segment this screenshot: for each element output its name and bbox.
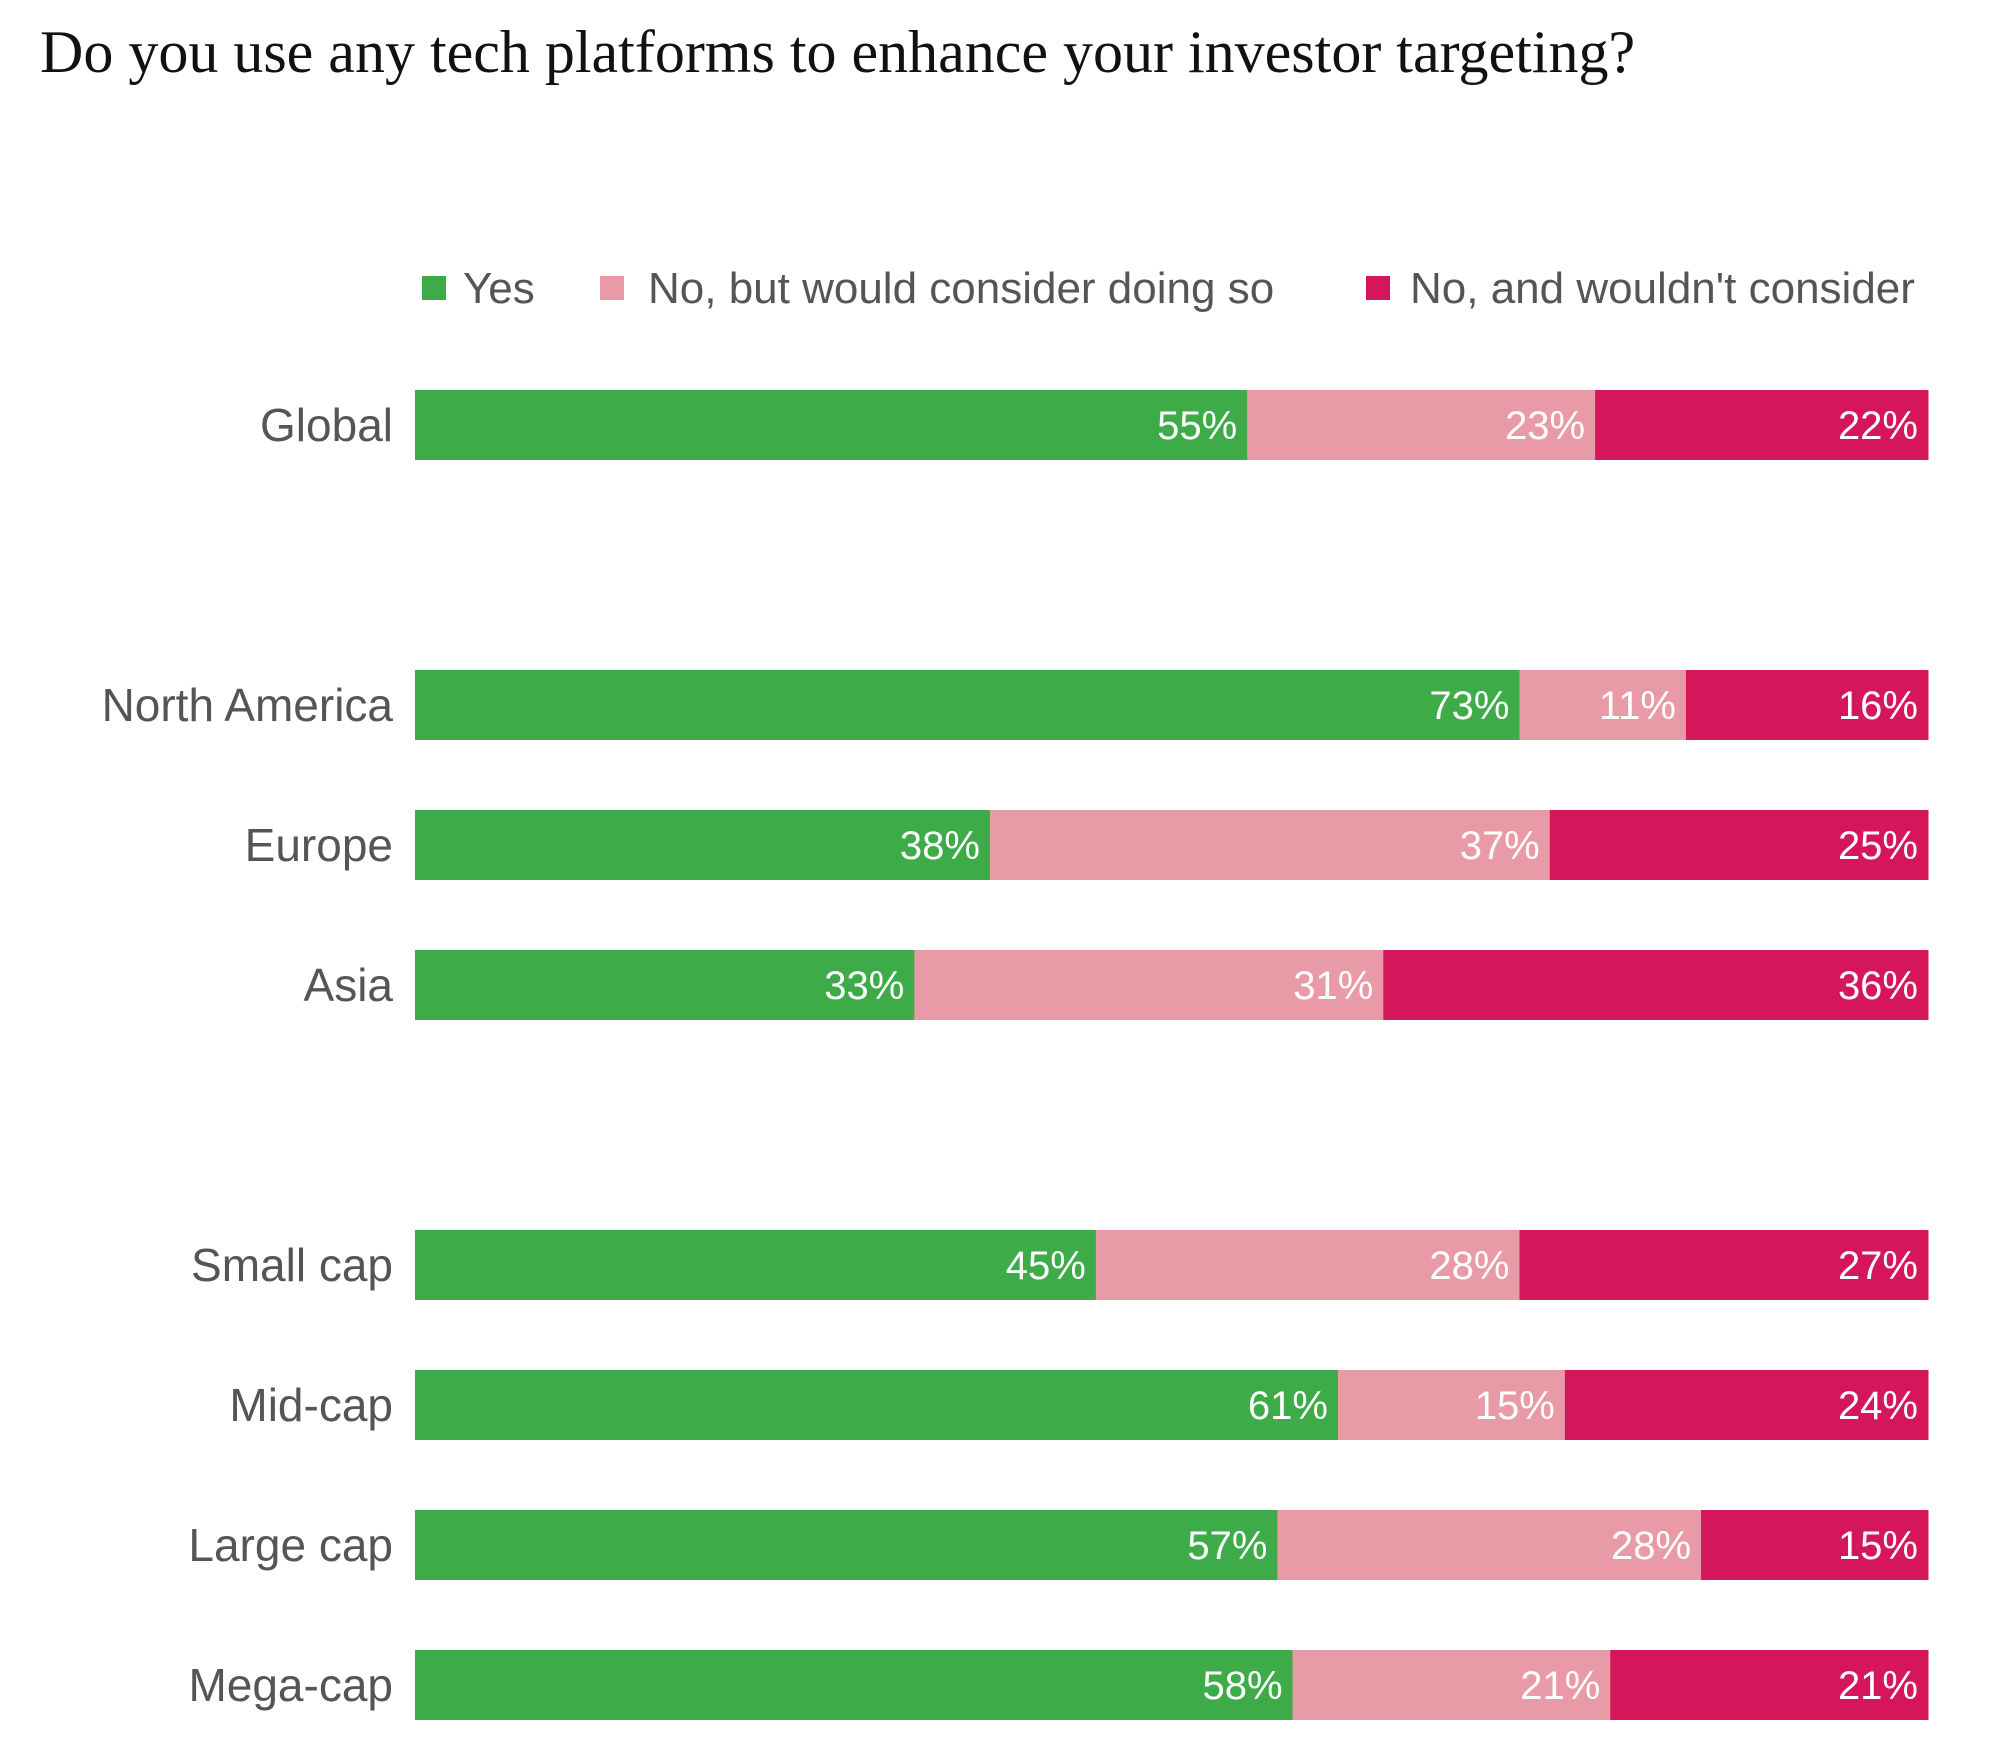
legend-label: Yes bbox=[463, 264, 535, 313]
bar-segment-no-but-would-consider-doing-so bbox=[989, 810, 1551, 880]
legend-item-no-but-would-consider-doing-so: No, but would consider doing so bbox=[600, 264, 1274, 313]
bar-segment-yes bbox=[415, 670, 1520, 740]
bar-segment-no-but-would-consider-doing-so bbox=[1519, 670, 1687, 740]
legend-label: No, but would consider doing so bbox=[648, 264, 1274, 313]
bar-segment-no-but-would-consider-doing-so bbox=[1292, 1650, 1611, 1720]
category-label: Mega-cap bbox=[188, 1659, 393, 1711]
legend-swatch bbox=[422, 276, 446, 300]
legend-item-yes: Yes bbox=[422, 264, 535, 313]
bar-segment-yes bbox=[415, 1230, 1097, 1300]
data-label: 22% bbox=[1838, 404, 1918, 448]
data-label: 27% bbox=[1838, 1244, 1918, 1288]
data-label: 21% bbox=[1838, 1664, 1918, 1708]
bar-segment-yes bbox=[415, 810, 991, 880]
bar-segment-no-but-would-consider-doing-so bbox=[914, 950, 1384, 1020]
bar-segment-no-but-would-consider-doing-so bbox=[1277, 1510, 1702, 1580]
data-label: 28% bbox=[1429, 1244, 1509, 1288]
bar-segment-yes bbox=[415, 1370, 1339, 1440]
category-label: Global bbox=[260, 399, 393, 451]
data-label: 58% bbox=[1202, 1664, 1282, 1708]
bar-segment-no-and-wouldn-t-consider bbox=[1685, 670, 1929, 740]
data-label: 55% bbox=[1157, 404, 1237, 448]
category-label: Large cap bbox=[188, 1519, 393, 1571]
data-label: 11% bbox=[1599, 684, 1676, 728]
bar-segment-no-and-wouldn-t-consider bbox=[1519, 1230, 1929, 1300]
bar-segment-no-and-wouldn-t-consider bbox=[1549, 810, 1929, 880]
bar-segment-no-but-would-consider-doing-so bbox=[1337, 1370, 1566, 1440]
bar-segment-no-and-wouldn-t-consider bbox=[1383, 950, 1929, 1020]
bar-segment-no-but-would-consider-doing-so bbox=[1247, 390, 1596, 460]
bar-row-large-cap: Large cap 57% 28% 15% bbox=[188, 1510, 1929, 1580]
chart-title: Do you use any tech platforms to enhance… bbox=[40, 19, 1636, 85]
bar-segment-no-and-wouldn-t-consider bbox=[1595, 390, 1929, 460]
bar-row-europe: Europe 38% 37% 25% bbox=[245, 810, 1929, 880]
bar-row-mid-cap: Mid-cap 61% 15% 24% bbox=[229, 1370, 1929, 1440]
category-label: Europe bbox=[245, 819, 393, 871]
bar-segment-yes bbox=[415, 390, 1248, 460]
bar-row-small-cap: Small cap 45% 28% 27% bbox=[191, 1230, 1929, 1300]
data-label: 38% bbox=[900, 824, 980, 868]
bar-row-global: Global 55% 23% 22% bbox=[260, 390, 1929, 460]
data-label: 24% bbox=[1838, 1384, 1918, 1428]
category-label: Mid-cap bbox=[229, 1379, 393, 1431]
data-label: 21% bbox=[1520, 1664, 1600, 1708]
data-label: 61% bbox=[1248, 1384, 1328, 1428]
bar-row-asia: Asia 33% 31% 36% bbox=[304, 950, 1929, 1020]
bar-segment-yes bbox=[415, 1510, 1278, 1580]
bar-segment-no-and-wouldn-t-consider bbox=[1564, 1370, 1929, 1440]
bar-row-mega-cap: Mega-cap 58% 21% 21% bbox=[188, 1650, 1929, 1720]
bar-segment-yes bbox=[415, 950, 915, 1020]
bar-segment-no-and-wouldn-t-consider bbox=[1610, 1650, 1929, 1720]
chart-legend: Yes No, but would consider doing so No, an… bbox=[422, 264, 1915, 313]
data-label: 23% bbox=[1505, 404, 1585, 448]
data-label: 57% bbox=[1187, 1524, 1267, 1568]
data-label: 25% bbox=[1838, 824, 1918, 868]
data-label: 36% bbox=[1838, 964, 1918, 1008]
data-label: 37% bbox=[1460, 824, 1540, 868]
bar-segment-no-but-would-consider-doing-so bbox=[1095, 1230, 1520, 1300]
category-label: Small cap bbox=[191, 1239, 393, 1291]
bar-segment-no-and-wouldn-t-consider bbox=[1701, 1510, 1929, 1580]
data-label: 16% bbox=[1838, 684, 1918, 728]
legend-label: No, and wouldn't consider bbox=[1410, 264, 1915, 313]
category-label: North America bbox=[102, 679, 394, 731]
legend-item-no-and-wouldn-t-consider: No, and wouldn't consider bbox=[1366, 264, 1915, 313]
data-label: 73% bbox=[1429, 684, 1509, 728]
data-label: 45% bbox=[1006, 1244, 1086, 1288]
data-label: 28% bbox=[1611, 1524, 1691, 1568]
bar-segment-yes bbox=[415, 1650, 1294, 1720]
data-label: 15% bbox=[1838, 1524, 1918, 1568]
data-label: 31% bbox=[1293, 964, 1373, 1008]
legend-swatch bbox=[600, 276, 624, 300]
bar-row-north-america: North America 73% 11% 16% bbox=[102, 670, 1929, 740]
data-label: 15% bbox=[1475, 1384, 1555, 1428]
legend-swatch bbox=[1366, 276, 1390, 300]
category-label: Asia bbox=[304, 959, 394, 1011]
data-label: 33% bbox=[824, 964, 904, 1008]
bar-rows: Global 55% 23% 22% North America 73% 11% 16% Eur… bbox=[102, 390, 1929, 1720]
